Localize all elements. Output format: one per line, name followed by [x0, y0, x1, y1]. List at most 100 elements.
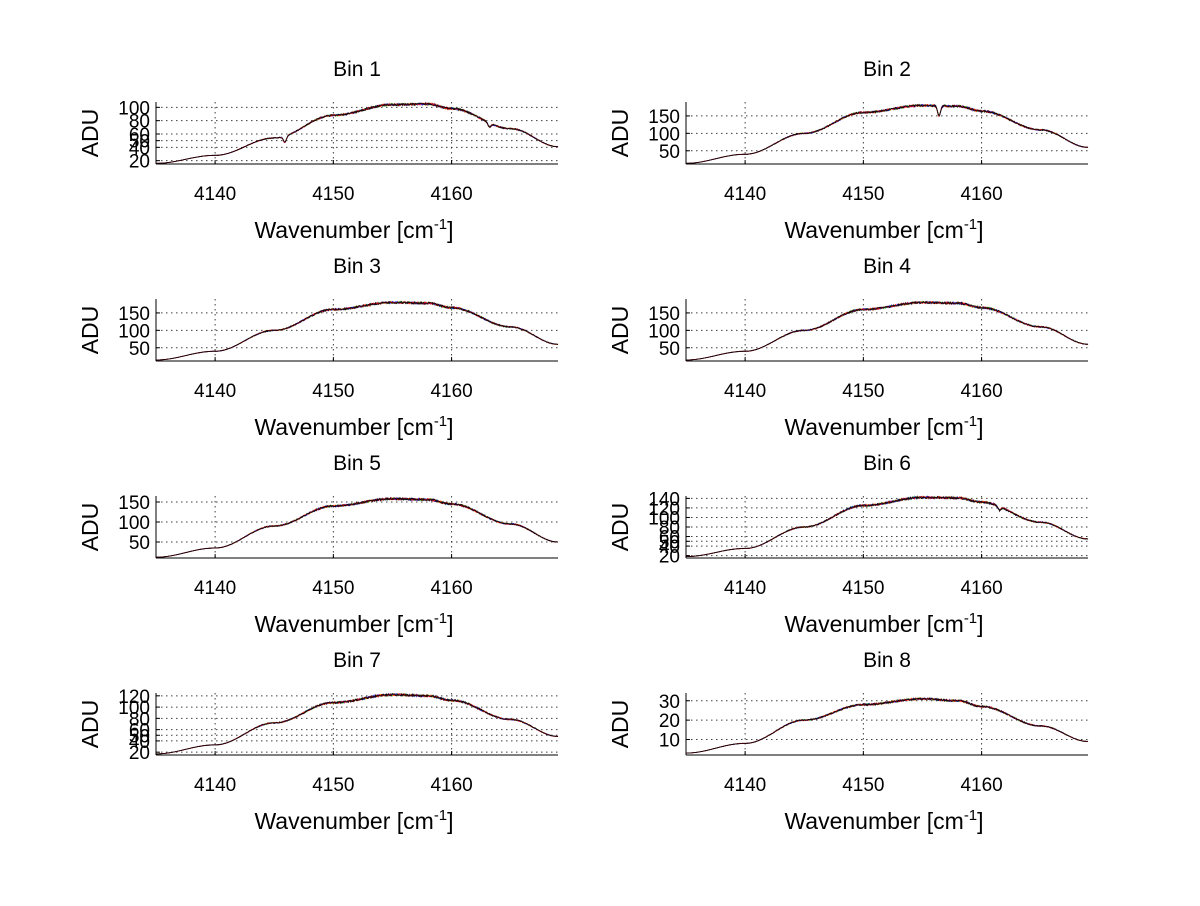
y-tick-label: 40 [659, 537, 680, 558]
y-axis-label: ADU [607, 503, 633, 552]
x-tick-label: 4150 [312, 578, 354, 599]
series-line [685, 495, 1089, 557]
y-tick-label: 120 [118, 687, 150, 708]
y-tick-label: 100 [648, 321, 680, 342]
x-tick-label: 4140 [724, 578, 766, 599]
y-tick-label: 100 [118, 321, 150, 342]
y-tick-label: 100 [118, 698, 150, 719]
series-line [155, 496, 559, 558]
panel-title: Bin 3 [333, 255, 381, 278]
y-tick-label: 150 [648, 304, 680, 325]
panel-title: Bin 5 [333, 452, 381, 475]
series-line [155, 101, 559, 164]
y-tick-label: 100 [648, 508, 680, 529]
series-line [155, 497, 559, 558]
x-tick-label: 4150 [842, 381, 884, 402]
y-axis-label: ADU [77, 700, 103, 749]
x-axis-label: Wavenumber [cm-1] [784, 807, 983, 834]
series-line [155, 300, 559, 361]
y-tick-label: 10 [659, 731, 680, 752]
x-tick-label: 4140 [724, 184, 766, 205]
x-tick-label: 4160 [430, 775, 472, 796]
x-tick-label: 4150 [842, 775, 884, 796]
y-tick-label: 150 [118, 304, 150, 325]
x-axis-label: Wavenumber [cm-1] [784, 413, 983, 440]
y-tick-label: 60 [659, 528, 680, 549]
y-tick-label: 120 [648, 499, 680, 520]
y-axis-label: ADU [77, 109, 103, 158]
y-tick-label: 100 [118, 98, 150, 119]
panel-title: Bin 1 [333, 58, 381, 81]
y-tick-label: 60 [129, 721, 150, 742]
y-tick-label: 100 [118, 513, 150, 534]
series-line [685, 696, 1089, 754]
y-tick-label: 50 [129, 726, 150, 747]
x-axis-label: Wavenumber [cm-1] [254, 216, 453, 243]
series-line [685, 495, 1089, 557]
x-tick-label: 4160 [960, 578, 1002, 599]
y-tick-label: 50 [129, 339, 150, 360]
x-tick-label: 4150 [312, 184, 354, 205]
series-line [685, 697, 1089, 754]
y-tick-label: 50 [129, 533, 150, 554]
y-tick-label: 40 [129, 138, 150, 159]
x-tick-label: 4150 [312, 381, 354, 402]
y-tick-label: 20 [129, 743, 150, 764]
x-axis-label: Wavenumber [cm-1] [784, 216, 983, 243]
x-tick-label: 4160 [960, 184, 1002, 205]
x-tick-label: 4140 [724, 381, 766, 402]
x-tick-label: 4150 [842, 184, 884, 205]
y-tick-label: 140 [648, 489, 680, 510]
series-line [155, 692, 559, 755]
y-axis-label: ADU [77, 306, 103, 355]
y-axis-label: ADU [607, 306, 633, 355]
y-tick-label: 80 [129, 112, 150, 133]
y-tick-label: 40 [129, 732, 150, 753]
y-tick-label: 50 [659, 142, 680, 163]
x-tick-label: 4160 [430, 184, 472, 205]
x-tick-label: 4150 [842, 578, 884, 599]
x-axis-label: Wavenumber [cm-1] [254, 610, 453, 637]
y-tick-label: 150 [118, 493, 150, 514]
series-line [685, 697, 1089, 754]
x-tick-label: 4160 [430, 381, 472, 402]
series-line [685, 697, 1088, 754]
panel-title: Bin 2 [863, 58, 911, 81]
y-tick-label: 20 [129, 152, 150, 173]
x-tick-label: 4140 [724, 775, 766, 796]
y-axis-label: ADU [607, 109, 633, 158]
x-tick-label: 4150 [312, 775, 354, 796]
panel-title: Bin 6 [863, 452, 911, 475]
x-tick-label: 4140 [194, 381, 236, 402]
y-tick-label: 20 [659, 547, 680, 568]
x-axis-label: Wavenumber [cm-1] [254, 807, 453, 834]
x-tick-label: 4140 [194, 578, 236, 599]
x-tick-label: 4140 [194, 184, 236, 205]
x-tick-label: 4160 [430, 578, 472, 599]
x-tick-label: 4140 [194, 775, 236, 796]
series-line [685, 103, 1089, 164]
y-axis-label: ADU [607, 700, 633, 749]
x-axis-label: Wavenumber [cm-1] [784, 610, 983, 637]
y-tick-label: 80 [659, 518, 680, 539]
y-tick-label: 80 [129, 709, 150, 730]
y-tick-label: 30 [659, 692, 680, 713]
x-tick-label: 4160 [960, 381, 1002, 402]
panel-title: Bin 4 [863, 255, 911, 278]
series-line [685, 697, 1089, 754]
y-tick-label: 150 [648, 107, 680, 128]
panel-title: Bin 7 [333, 649, 381, 672]
y-tick-label: 20 [659, 711, 680, 732]
y-axis-label: ADU [77, 503, 103, 552]
y-tick-label: 50 [659, 339, 680, 360]
